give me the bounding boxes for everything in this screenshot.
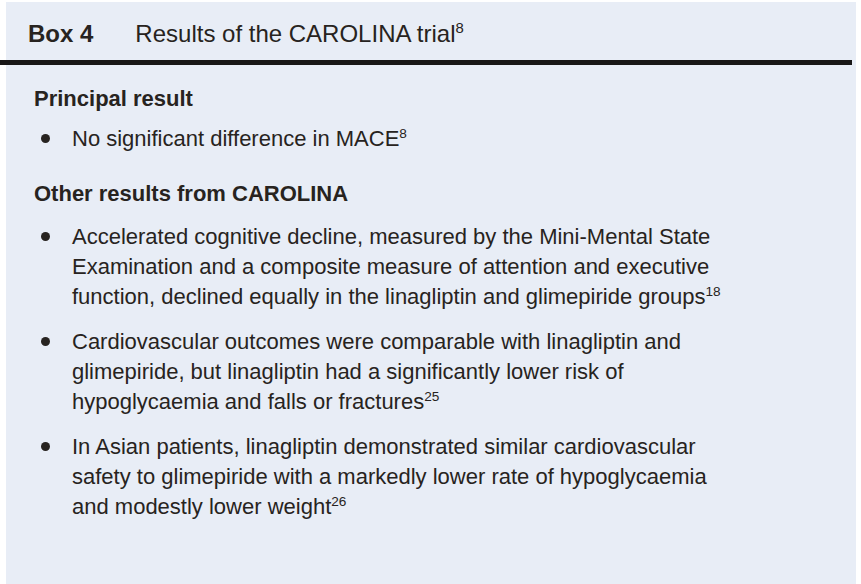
page: Box 4 Results of the CAROLINA trial8 Pri… bbox=[0, 0, 861, 584]
box-label: Box 4 bbox=[28, 18, 93, 49]
box-title-reference: 8 bbox=[455, 20, 463, 36]
bullet-reference: 25 bbox=[424, 389, 439, 404]
bullet-icon bbox=[41, 134, 50, 143]
section-heading-principal-result: Principal result bbox=[34, 84, 816, 114]
bullet-icon bbox=[41, 442, 50, 451]
bullet-text: No significant difference in MACE8 bbox=[72, 124, 737, 154]
list-item: No significant difference in MACE8 bbox=[28, 124, 816, 154]
box-title-text: Results of the CAROLINA trial bbox=[135, 20, 455, 47]
results-box: Box 4 Results of the CAROLINA trial8 Pri… bbox=[6, 2, 856, 584]
bullet-reference: 8 bbox=[399, 126, 407, 141]
list-item: Cardiovascular outcomes were comparable … bbox=[28, 327, 816, 417]
bullet-reference: 26 bbox=[331, 494, 346, 509]
list-item: In Asian patients, linagliptin demonstra… bbox=[28, 432, 816, 522]
list-item: Accelerated cognitive decline, measured … bbox=[28, 222, 816, 312]
box-header: Box 4 Results of the CAROLINA trial8 bbox=[6, 2, 856, 60]
bullet-icon bbox=[41, 232, 50, 241]
bullet-icon bbox=[41, 337, 50, 346]
bullet-body: In Asian patients, linagliptin demonstra… bbox=[72, 434, 707, 519]
bullet-reference: 18 bbox=[706, 284, 721, 299]
bullet-body: Accelerated cognitive decline, measured … bbox=[72, 224, 710, 309]
section-heading-other-results: Other results from CAROLINA bbox=[34, 179, 816, 209]
bullet-text: Cardiovascular outcomes were comparable … bbox=[72, 327, 737, 417]
box-title: Results of the CAROLINA trial8 bbox=[135, 18, 463, 49]
principal-result-list: No significant difference in MACE8 bbox=[28, 124, 816, 154]
header-divider-rule bbox=[0, 60, 852, 65]
bullet-body: Cardiovascular outcomes were comparable … bbox=[72, 329, 681, 414]
box-content: Principal result No significant differen… bbox=[6, 84, 856, 522]
bullet-text: Accelerated cognitive decline, measured … bbox=[72, 222, 737, 312]
bullet-text: In Asian patients, linagliptin demonstra… bbox=[72, 432, 737, 522]
bullet-body: No significant difference in MACE bbox=[72, 126, 399, 151]
other-results-list: Accelerated cognitive decline, measured … bbox=[28, 222, 816, 522]
